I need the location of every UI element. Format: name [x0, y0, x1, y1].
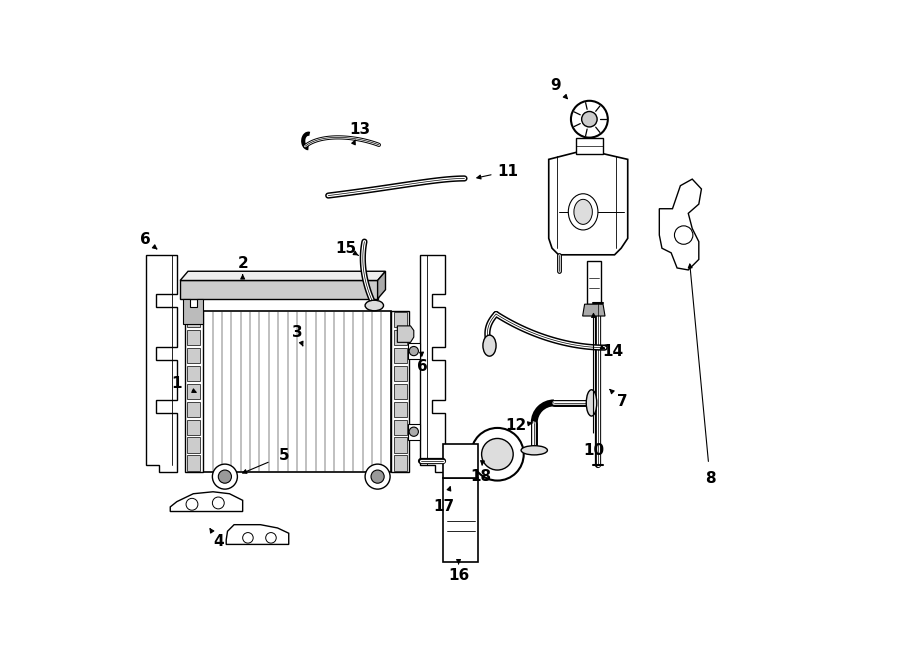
Polygon shape: [549, 151, 627, 254]
Ellipse shape: [568, 194, 598, 230]
Text: 13: 13: [349, 122, 371, 137]
Polygon shape: [184, 299, 203, 324]
Text: 17: 17: [433, 499, 454, 514]
Bar: [587, 261, 601, 304]
Bar: [394, 402, 407, 417]
Circle shape: [365, 464, 390, 489]
Text: 8: 8: [705, 471, 716, 486]
Bar: [391, 311, 410, 472]
Ellipse shape: [586, 390, 597, 416]
Polygon shape: [170, 492, 243, 512]
Polygon shape: [397, 326, 414, 342]
Circle shape: [212, 497, 224, 509]
Bar: [444, 478, 478, 563]
Bar: [186, 384, 200, 399]
Bar: [186, 402, 200, 417]
Bar: [186, 438, 200, 453]
Text: 16: 16: [448, 568, 469, 583]
Circle shape: [410, 346, 418, 356]
Text: 12: 12: [505, 418, 526, 434]
Bar: [394, 438, 407, 453]
Text: 4: 4: [213, 533, 223, 549]
Ellipse shape: [574, 200, 592, 224]
Bar: [186, 348, 200, 363]
Text: 15: 15: [336, 241, 356, 256]
Bar: [184, 311, 203, 472]
Text: 14: 14: [603, 344, 624, 359]
Text: 1: 1: [172, 375, 182, 391]
Polygon shape: [226, 525, 289, 545]
Text: 6: 6: [417, 359, 428, 374]
Bar: [186, 455, 200, 471]
Circle shape: [243, 533, 253, 543]
Circle shape: [482, 438, 513, 470]
Bar: [394, 312, 407, 327]
Text: 10: 10: [583, 443, 604, 458]
Text: 9: 9: [550, 78, 561, 93]
Bar: [576, 137, 602, 154]
Circle shape: [581, 112, 597, 127]
Bar: [394, 366, 407, 381]
Bar: [186, 312, 200, 327]
Bar: [444, 444, 478, 478]
Bar: [394, 348, 407, 363]
Bar: [186, 366, 200, 381]
Polygon shape: [378, 271, 385, 299]
Bar: [186, 330, 200, 345]
Ellipse shape: [365, 300, 383, 311]
Text: 18: 18: [471, 469, 491, 484]
Bar: [180, 280, 378, 299]
Ellipse shape: [521, 446, 547, 455]
Circle shape: [212, 464, 238, 489]
Polygon shape: [180, 271, 385, 280]
Circle shape: [410, 427, 418, 436]
Polygon shape: [582, 304, 605, 316]
Bar: [394, 330, 407, 345]
Bar: [203, 311, 391, 472]
Text: 5: 5: [279, 448, 290, 463]
Bar: [394, 455, 407, 471]
Circle shape: [471, 428, 524, 481]
Text: 11: 11: [498, 164, 518, 178]
Polygon shape: [660, 179, 701, 270]
Bar: [186, 420, 200, 435]
Polygon shape: [146, 254, 176, 472]
Circle shape: [371, 470, 384, 483]
Text: 7: 7: [617, 394, 628, 409]
Circle shape: [571, 100, 608, 137]
Bar: [408, 424, 419, 440]
Circle shape: [186, 498, 198, 510]
Text: 3: 3: [292, 325, 302, 340]
Text: 2: 2: [238, 256, 248, 271]
Circle shape: [266, 533, 276, 543]
Bar: [394, 420, 407, 435]
Bar: [394, 384, 407, 399]
Polygon shape: [420, 254, 446, 472]
Text: 6: 6: [140, 232, 150, 247]
Circle shape: [219, 470, 231, 483]
Ellipse shape: [483, 335, 496, 356]
Bar: [408, 343, 419, 359]
Circle shape: [674, 226, 693, 245]
